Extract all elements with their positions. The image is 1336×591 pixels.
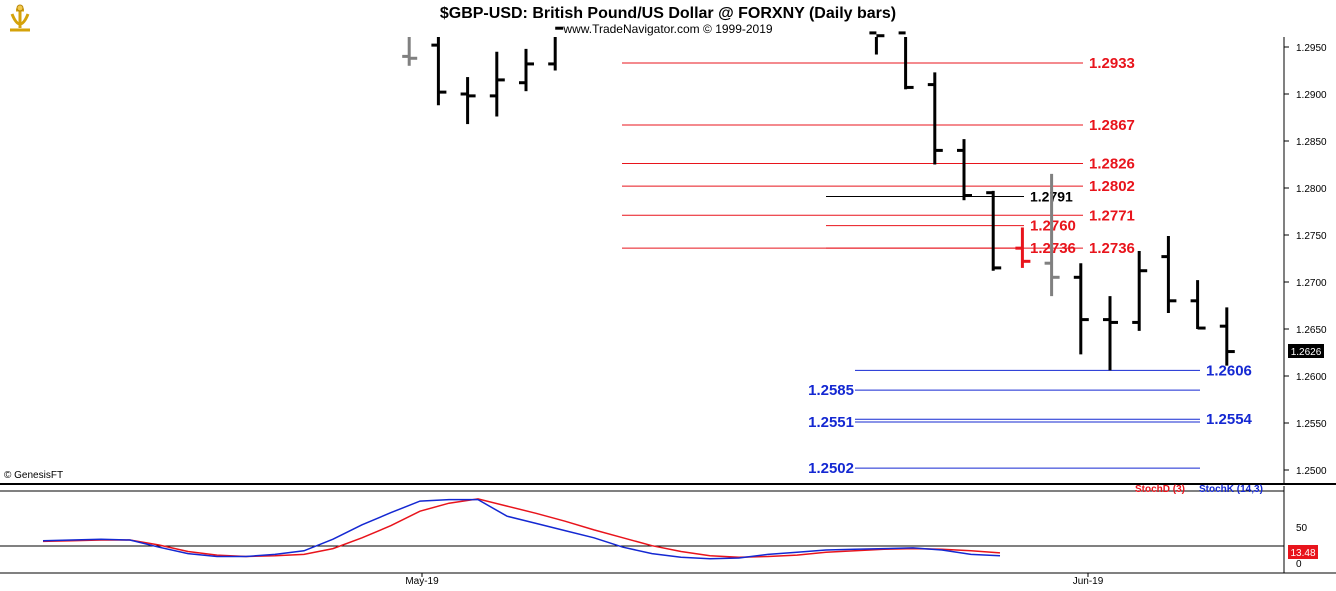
ohlc-bar [548,26,564,71]
x-tick-label: May-19 [405,576,439,587]
ohlc-bar [1073,263,1089,355]
level-label: 1.2771 [1089,207,1135,224]
copyright-label: © GenesisFT [4,470,63,481]
ohlc-bar [869,31,885,55]
ohlc-bar [898,31,914,90]
ohlc-bar [986,190,1002,271]
ohlc-bar [1219,307,1235,366]
chart-title: $GBP-USD: British Pound/US Dollar @ FORX… [440,5,896,22]
price-tick-label: 1.2900 [1296,90,1327,101]
price-tick-label: 1.2650 [1296,325,1327,336]
x-tick-label: Jun-19 [1073,576,1104,587]
stoch-last-label: 13.48 [1290,548,1315,559]
level-label: 1.2585 [808,382,854,399]
stoch-last-tag [1288,545,1318,559]
ohlc-bar [1015,227,1031,268]
level-label: 1.2802 [1089,178,1135,195]
price-panel [0,37,1284,483]
level-label: 1.2551 [808,414,854,431]
ohlc-bar [402,37,418,66]
price-tick-label: 1.2800 [1296,184,1327,195]
price-tick-label: 1.2850 [1296,137,1327,148]
stoch-d-legend: StochD (3) [1135,484,1185,495]
app-logo-icon [10,4,30,32]
level-lines: 1.29331.28671.28261.28021.27711.27361.27… [622,55,1253,477]
ohlc-bar [489,51,505,117]
level-label: 1.2736 [1089,240,1135,257]
price-tick-label: 1.2750 [1296,231,1327,242]
price-axis-ticks: 1.2950 1.2900 1.2850 1.2800 1.2750 1.2700 1.26… [1284,43,1327,477]
last-price-label: 1.2626 [1291,347,1322,358]
stoch-d-line [42,498,1001,558]
ohlc-bar [1190,280,1206,330]
level-label: 1.2502 [808,460,854,477]
level-label: 1.2867 [1089,117,1135,134]
ohlc-bar [1044,173,1060,297]
stoch-k-line [42,498,1001,560]
level-label: 1.2554 [1206,411,1253,428]
price-tick-label: 1.2950 [1296,43,1327,54]
x-axis-labels: May-19 Jun-19 [405,573,1104,587]
level-label: 1.2606 [1206,362,1252,379]
ohlc-bar [519,48,534,92]
stoch-k-legend: StochK (14,3) [1199,484,1263,495]
ohlc-bar [1103,296,1118,371]
last-price-tag [1288,344,1324,358]
price-tick-label: 1.2600 [1296,372,1327,383]
stoch-tick-label: 0 [1296,559,1302,570]
chart-subtitle: www.TradeNavigator.com © 1999-2019 [562,22,772,36]
ohlc-bar [1161,235,1177,314]
price-tick-label: 1.2500 [1296,466,1327,477]
level-label: 1.2826 [1089,156,1135,173]
price-tick-label: 1.2550 [1296,419,1327,430]
price-bars [402,26,1235,371]
ohlc-bar [460,77,476,125]
stochastic-panel: 50 0 [42,498,1308,570]
ohlc-bar [927,72,943,165]
stoch-tick-label: 50 [1296,523,1308,534]
ohlc-bar [1132,250,1148,331]
ohlc-bar [957,139,972,201]
level-label: 1.2933 [1089,55,1135,72]
ohlc-bar [431,37,447,106]
price-tick-label: 1.2700 [1296,278,1327,289]
